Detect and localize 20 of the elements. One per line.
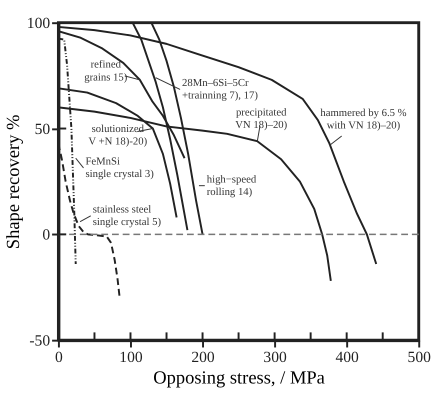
annotation: hammered by 6.5 % with VN 18)–20)	[320, 106, 407, 132]
annotation: refined grains 15)	[84, 58, 128, 84]
x-axis-title: Opposing stress, / MPa	[153, 368, 325, 389]
x-tick-label: 400	[335, 349, 360, 366]
y-tick-label: 100	[26, 15, 50, 32]
annotation: precipitated VN 18)–20)	[235, 106, 288, 132]
y-tick-label: 50	[34, 120, 50, 138]
x-tick-label: 200	[191, 349, 215, 366]
y-axis-title: Shape recovery %	[4, 114, 24, 250]
y-tick-label: 0	[42, 226, 50, 244]
x-tick-label: 100	[119, 349, 143, 366]
y-tick-label: -50	[29, 332, 50, 350]
x-tick-label: 0	[55, 349, 64, 366]
annotation: solutionized V +N 18)-20)	[88, 122, 148, 148]
x-tick-label: 300	[263, 349, 287, 366]
annotation: FeMnSi single crystal 3)	[85, 155, 154, 180]
x-tick-label: 500	[408, 349, 432, 366]
annotation: 28Mn–6Si–5Cr +trainning 7), 17)	[182, 77, 258, 102]
annotation: stainless steel single crystal 5)	[92, 203, 162, 228]
annotation: high−speed rolling 14)	[206, 173, 257, 198]
